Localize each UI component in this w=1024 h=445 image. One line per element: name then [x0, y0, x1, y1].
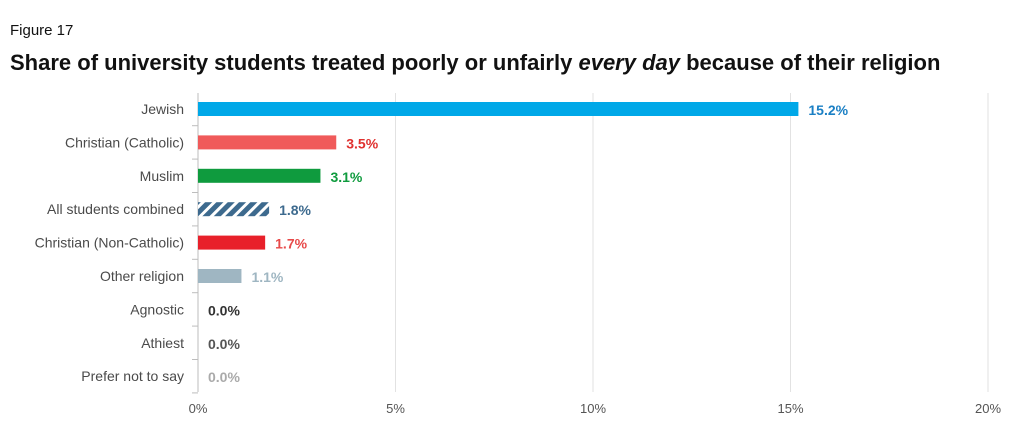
x-tick-label: 15%	[777, 401, 803, 416]
category-label: Christian (Non-Catholic)	[35, 235, 184, 251]
value-label: 1.8%	[279, 202, 311, 218]
figure-label: Figure 17	[10, 22, 74, 39]
category-label: Agnostic	[130, 301, 184, 317]
value-label: 1.7%	[275, 236, 307, 252]
value-label: 3.5%	[346, 135, 378, 151]
category-label: Other religion	[100, 268, 184, 284]
chart-title: Share of university students treated poo…	[10, 50, 940, 76]
x-tick-label: 0%	[189, 401, 208, 416]
value-label: 15.2%	[808, 102, 848, 118]
value-label: 0.0%	[208, 369, 240, 385]
bar	[198, 269, 242, 283]
category-label: Prefer not to say	[81, 368, 184, 384]
title-part-1: Share of university students treated poo…	[10, 50, 579, 75]
category-label: Jewish	[141, 101, 184, 117]
category-label: Muslim	[140, 168, 184, 184]
value-label: 3.1%	[330, 169, 362, 185]
title-part-2: because of their religion	[680, 50, 941, 75]
bar	[198, 102, 799, 116]
value-label: 0.0%	[208, 302, 240, 318]
value-label: 1.1%	[251, 269, 283, 285]
category-label: Athiest	[141, 335, 184, 351]
bar	[198, 235, 266, 250]
labels: 0% 5% 10% 15% 20% Jewish 15.2% Christian (Catho…	[35, 101, 1002, 416]
y-axis	[192, 93, 199, 394]
x-tick-label: 5%	[386, 401, 405, 416]
bar	[198, 202, 270, 217]
category-label: All students combined	[47, 201, 184, 217]
x-tick-label: 10%	[580, 401, 606, 416]
x-tick-label: 20%	[975, 401, 1001, 416]
gridlines	[395, 93, 989, 392]
title-emphasis: every day	[578, 50, 680, 75]
bar	[198, 168, 321, 183]
category-label: Christian (Catholic)	[65, 134, 184, 150]
bar	[198, 135, 337, 150]
bars	[198, 102, 799, 283]
value-label: 0.0%	[208, 336, 240, 352]
